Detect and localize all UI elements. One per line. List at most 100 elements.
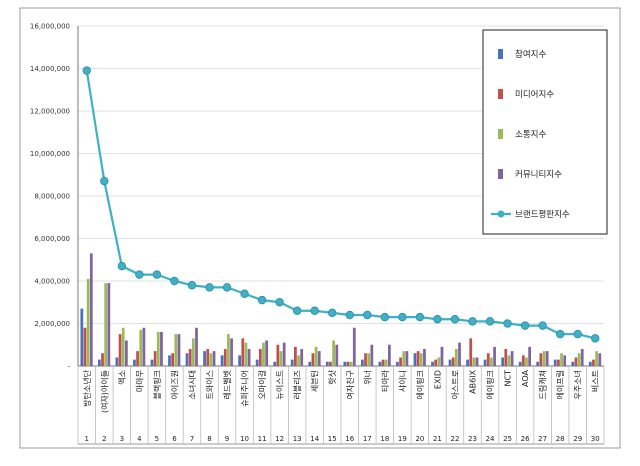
- x-rank-label: 20: [415, 435, 424, 443]
- x-category-label: 러블리즈: [292, 370, 302, 399]
- x-rank-label: 23: [468, 435, 477, 443]
- bar-소통지수: [227, 334, 230, 366]
- bar-참여지수: [360, 359, 364, 366]
- x-rank-label: 12: [275, 435, 284, 443]
- bar-참여지수: [133, 359, 136, 366]
- line-point: [152, 270, 162, 279]
- bar-소통지수: [595, 351, 598, 366]
- bar-참여지수: [518, 361, 522, 366]
- y-tick-label: 6,000,000: [34, 235, 70, 243]
- bar-커뮤니티지수: [387, 344, 391, 366]
- legend-label: 미디어지수: [515, 89, 554, 100]
- legend-label: 참여지수: [515, 49, 546, 60]
- x-rank-label: 22: [451, 435, 460, 443]
- bar-소통지수: [490, 357, 493, 366]
- x-rank-label: 28: [556, 435, 565, 443]
- bar-미디어지수: [592, 359, 595, 366]
- x-category-label: 티아라: [380, 369, 390, 392]
- x-category-label: 여자친구: [345, 370, 355, 399]
- bar-소통지수: [191, 338, 195, 366]
- bar-소통지수: [209, 353, 213, 366]
- x-category-label: NCT: [504, 370, 513, 387]
- line-point: [398, 312, 407, 322]
- bar-미디어지수: [381, 359, 385, 366]
- line-point: [450, 315, 460, 324]
- x-category-label: EXID: [433, 370, 442, 389]
- bar-소통지수: [314, 346, 318, 366]
- bar-참여지수: [185, 353, 189, 366]
- bar-커뮤니티지수: [405, 351, 409, 366]
- x-rank-label: 17: [363, 435, 372, 443]
- bar-미디어지수: [364, 353, 367, 366]
- bar-소통지수: [139, 329, 143, 366]
- bar-참여지수: [150, 359, 154, 366]
- bar-커뮤니티지수: [300, 349, 304, 366]
- line-point: [538, 321, 547, 330]
- bar-참여지수: [290, 359, 294, 366]
- bar-참여지수: [308, 361, 312, 366]
- bar-참여지수: [483, 359, 487, 366]
- x-rank-label: 29: [573, 435, 582, 443]
- line-point: [345, 310, 354, 320]
- x-rank-label: 4: [137, 435, 142, 443]
- y-tick-label: -: [67, 363, 70, 371]
- x-category-label: AOA: [521, 369, 530, 386]
- bar-미디어지수: [136, 351, 139, 366]
- bar-소통지수: [419, 353, 423, 366]
- x-category-label: 마마무: [135, 370, 144, 392]
- legend-swatch: [498, 169, 503, 179]
- x-rank-label: 7: [190, 435, 194, 443]
- bar-소통지수: [525, 357, 528, 366]
- line-point: [363, 310, 372, 320]
- x-category-label: 비스트: [591, 370, 600, 392]
- bar-커뮤니티지수: [247, 349, 251, 366]
- bar-커뮤니티지수: [370, 344, 374, 366]
- line-point: [205, 283, 214, 292]
- bar-참여지수: [343, 361, 347, 366]
- bar-커뮤니티지수: [335, 344, 339, 366]
- bar-커뮤니티지수: [563, 355, 567, 366]
- bar-소통지수: [472, 357, 476, 366]
- bar-미디어지수: [311, 353, 315, 366]
- bar-소통지수: [454, 349, 458, 366]
- x-category-label: 위너: [362, 370, 372, 385]
- line-point: [222, 283, 232, 292]
- x-rank-label: 19: [398, 435, 407, 443]
- x-category-label: 트와이스: [205, 370, 215, 399]
- y-tick-label: 12,000,000: [30, 108, 70, 116]
- bar-참여지수: [238, 355, 242, 366]
- line-point: [170, 276, 179, 286]
- x-rank-label: 9: [225, 435, 229, 443]
- x-rank-label: 13: [293, 435, 302, 443]
- y-axis: - 2,000,000 4,000,000 6,000,000 8,000,000 10,…: [30, 23, 79, 371]
- y-tick-label: 8,000,000: [34, 193, 70, 201]
- bar-커뮤니티지수: [317, 351, 321, 366]
- bar-소통지수: [244, 342, 248, 366]
- bar-소통지수: [437, 357, 441, 366]
- bar-미디어지수: [346, 361, 350, 366]
- x-category-label: 오마이걸: [257, 370, 267, 399]
- bar-커뮤니티지수: [160, 332, 163, 366]
- line-point: [257, 295, 267, 305]
- bar-미디어지수: [451, 357, 455, 366]
- bar-소통지수: [367, 353, 371, 366]
- bar-참여지수: [273, 361, 277, 366]
- x-category-label: 에이핑크: [485, 370, 495, 399]
- bar-참여지수: [203, 351, 206, 366]
- x-category-label: 샤이니: [397, 370, 407, 392]
- bar-참여지수: [255, 359, 259, 366]
- line-point: [573, 329, 582, 339]
- x-category-label: 에이프릴: [555, 370, 565, 399]
- legend-swatch: [498, 49, 503, 59]
- y-tick-label: 2,000,000: [34, 320, 70, 328]
- x-rank-label: 18: [380, 435, 389, 443]
- x-category-label: 에이핑크: [415, 370, 425, 399]
- y-tick-label: 10,000,000: [30, 150, 70, 158]
- x-category-label: 블랙핑크: [152, 370, 162, 399]
- x-category-label: 슈퍼주니어: [240, 370, 250, 407]
- bar-미디어지수: [83, 327, 87, 366]
- bar-커뮤니티지수: [352, 327, 356, 366]
- x-rank-label: 16: [345, 435, 354, 443]
- bar-참여지수: [431, 361, 434, 366]
